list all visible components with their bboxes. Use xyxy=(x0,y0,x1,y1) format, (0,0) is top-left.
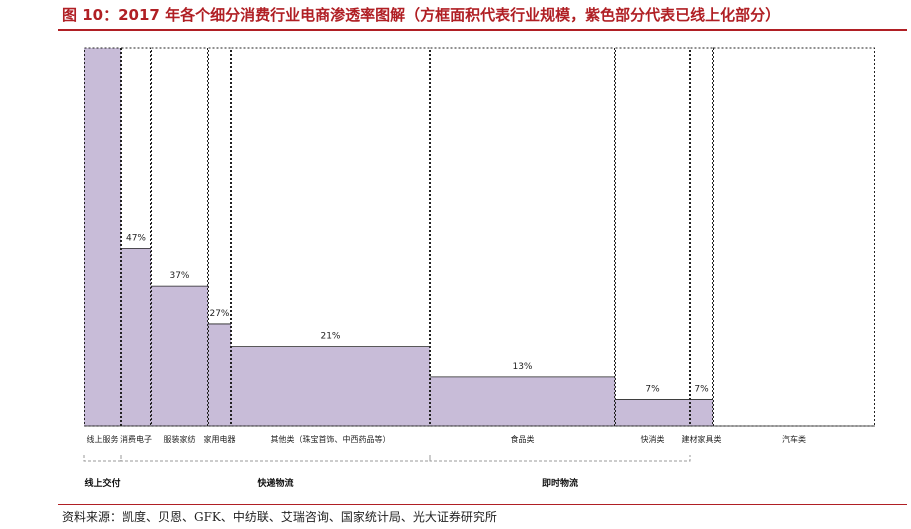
bar-fill xyxy=(151,286,208,426)
data-label: 37% xyxy=(169,271,189,281)
data-label: 21% xyxy=(320,332,340,342)
industry-box xyxy=(713,47,875,427)
category-label: 快消类 xyxy=(641,434,665,444)
group-label: 快递物流 xyxy=(257,477,293,489)
figure-title: 图 10：2017 年各个细分消费行业电商渗透率图解（方框面积代表行业规模，紫色… xyxy=(62,6,781,24)
bar-fill xyxy=(231,346,430,426)
data-label: 13% xyxy=(512,362,532,372)
penetration-chart: 线上服务 47% 消费电子 37% 服装家纺 27% 家用电器 21% 其他类（珠宝首饰、中西药… xyxy=(83,47,875,489)
category-label: 建材家具类 xyxy=(682,434,722,444)
group-label: 线上交付 xyxy=(84,477,120,489)
category-label: 食品类 xyxy=(511,434,535,444)
source-note: 资料来源：凯度、贝恩、GFK、中纺联、艾瑞咨询、国家统计局、光大证券研究所 xyxy=(62,510,497,524)
category-label: 消费电子 xyxy=(120,434,152,444)
category-label: 服装家纺 xyxy=(164,434,196,444)
data-label: 7% xyxy=(694,385,709,395)
group-label: 即时物流 xyxy=(542,477,578,489)
bar-fill xyxy=(615,399,690,426)
bar-fill xyxy=(84,48,121,426)
group-bracket xyxy=(120,455,431,462)
data-label: 7% xyxy=(645,385,660,395)
group-bracket xyxy=(83,455,122,462)
category-label: 汽车类 xyxy=(782,434,806,444)
bar-fill xyxy=(690,399,713,426)
source-rule xyxy=(58,504,907,505)
industry-box xyxy=(615,47,690,427)
group-bracket xyxy=(429,455,691,462)
category-label: 其他类（珠宝首饰、中西药品等） xyxy=(271,434,391,444)
industry-box xyxy=(690,47,713,427)
bar-fill xyxy=(121,248,151,426)
data-label: 47% xyxy=(126,233,146,243)
bar-fill xyxy=(430,376,615,426)
bar-fill xyxy=(208,323,231,426)
data-label: 27% xyxy=(209,309,229,319)
category-label: 线上服务 xyxy=(87,434,119,444)
category-label: 家用电器 xyxy=(204,434,236,444)
title-underline xyxy=(58,29,907,31)
